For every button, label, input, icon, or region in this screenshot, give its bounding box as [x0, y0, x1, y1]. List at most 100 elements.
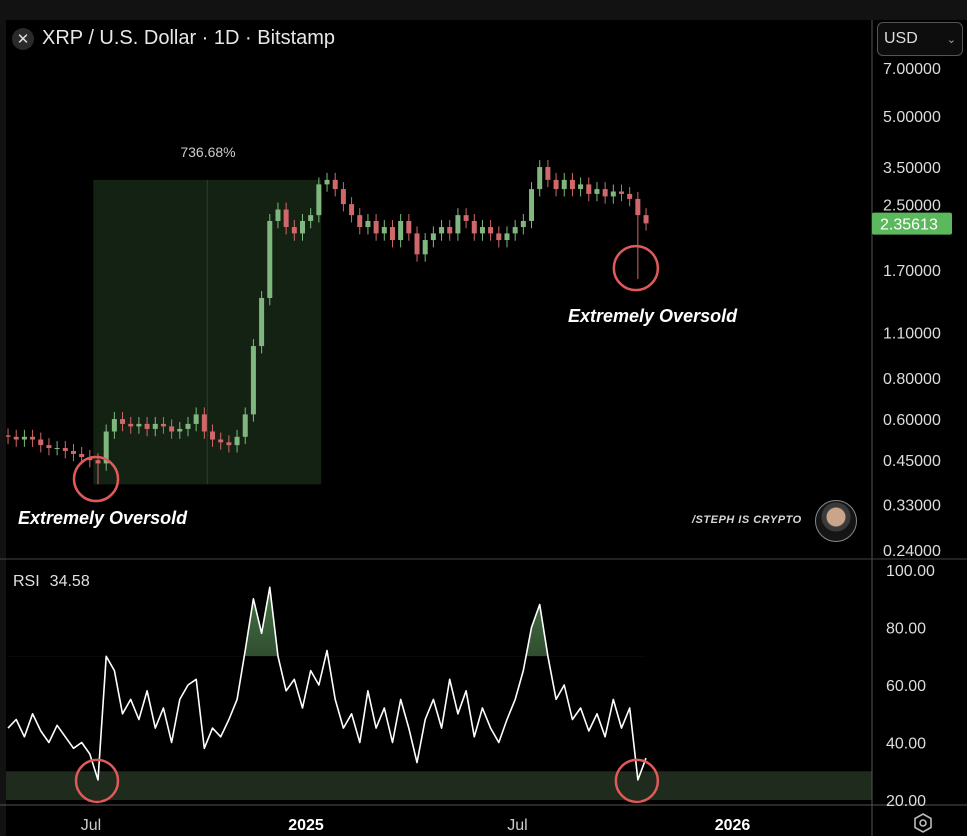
candle-body [169, 426, 175, 432]
candle-body [602, 189, 608, 197]
candle-body [447, 227, 453, 234]
rsi-oversold-circle [614, 758, 660, 804]
price-tick-label: 0.33000 [883, 497, 941, 514]
last-price-value: 2.35613 [880, 217, 938, 234]
candle-body [512, 227, 518, 234]
candle-body [569, 179, 575, 190]
watermark-text: /STEPH IS CRYPTO [692, 514, 802, 526]
oversold-band [6, 771, 872, 800]
candle-body [389, 227, 395, 241]
candle-body [21, 436, 27, 440]
measure-group [93, 179, 322, 485]
time-tick-label: 2025 [288, 817, 324, 834]
chevron-down-icon: ⌄ [946, 33, 956, 46]
price-tick-label: 2.50000 [883, 198, 941, 215]
candle-body [357, 215, 363, 228]
currency-select[interactable]: USD ⌄ [877, 22, 963, 56]
window-top-bar [0, 0, 967, 20]
candle-body [267, 220, 273, 298]
candle-body [618, 191, 624, 194]
candle-body [234, 436, 240, 446]
candle-body [332, 179, 338, 190]
last-price-bg [872, 212, 952, 235]
rsi-name: RSI [13, 573, 40, 590]
rsi-group [6, 586, 872, 800]
candle-body [79, 453, 85, 458]
candle-body [218, 439, 224, 443]
price-tick-label: 0.80000 [883, 371, 941, 388]
time-axis[interactable]: Jul 2025 Jul 2026 [81, 817, 751, 834]
candle-body [103, 431, 109, 464]
candle-body [635, 198, 641, 216]
candle-body [177, 428, 183, 432]
candle-body [643, 215, 649, 224]
time-tick-label: 2026 [715, 817, 751, 834]
price-tick-label: 1.70000 [883, 263, 941, 280]
candle-body [439, 227, 445, 234]
callout-circles [72, 244, 660, 804]
candle-body [250, 346, 256, 415]
candle-body [46, 445, 52, 449]
candle-body [545, 167, 551, 180]
oversold-circle [612, 244, 660, 292]
rsi-oversold-circle [74, 758, 120, 804]
measure-label: 736.68% [180, 144, 235, 160]
candle-body [62, 448, 68, 451]
candle-body [193, 414, 199, 424]
candle-body [160, 423, 166, 427]
symbol-title: XRP / U.S. Dollar · 1D · Bitstamp [42, 27, 336, 49]
candle-body [210, 431, 216, 440]
candle-body [520, 220, 526, 228]
candle-body [627, 193, 633, 199]
oversold-label-right: Extremely Oversold [568, 306, 738, 326]
price-tick-label: 0.45000 [883, 453, 941, 470]
candle-body [201, 414, 207, 432]
candle-body [455, 215, 461, 234]
candle-body [70, 450, 76, 454]
candle-body [504, 233, 510, 241]
rsi-tick-label: 60.00 [886, 678, 926, 695]
candle-body [152, 423, 158, 429]
candle-body [136, 423, 142, 427]
candle-body [283, 209, 289, 228]
rsi-tick-label: 40.00 [886, 736, 926, 753]
candle-body [299, 220, 305, 234]
candle-body [38, 439, 44, 446]
candle-body [349, 204, 355, 216]
candle-body [561, 179, 567, 190]
candle-body [529, 189, 535, 221]
candle-body [242, 414, 248, 437]
rsi-legend: RSI 34.58 [13, 573, 90, 591]
candle-body [471, 220, 477, 234]
candle-body [496, 233, 502, 241]
candle-body [144, 423, 150, 429]
close-icon[interactable]: ✕ [12, 27, 34, 50]
oversold-circle [72, 455, 120, 503]
candle-body [594, 189, 600, 194]
candle-body [381, 227, 387, 234]
rsi-tick-label: 100.00 [886, 563, 935, 580]
price-tick-label: 5.00000 [883, 109, 941, 126]
candles-group [6, 160, 649, 485]
candle-body [30, 436, 36, 440]
candle-body [95, 460, 101, 464]
currency-value: USD [884, 30, 918, 47]
candle-body [430, 233, 436, 241]
candle-body [398, 220, 404, 241]
price-axis[interactable]: 7.00000 5.00000 3.50000 2.50000 1.70000 1.100… [883, 61, 941, 560]
price-tick-label: 1.10000 [883, 325, 941, 342]
rsi-value: 34.58 [49, 573, 90, 590]
candle-body [111, 419, 117, 432]
oversold-label-left: Extremely Oversold [18, 508, 188, 528]
candle-body [275, 209, 281, 221]
rsi-tick-label: 20.00 [886, 793, 926, 810]
last-price-tag: 2.35613 [872, 212, 952, 235]
rsi-axis[interactable]: 100.00 80.00 60.00 40.00 20.00 [886, 563, 935, 810]
time-tick-label: Jul [507, 817, 527, 834]
chart-header: ✕ XRP / U.S. Dollar · 1D · Bitstamp [12, 27, 335, 50]
rsi-line [7, 586, 647, 781]
candle-body [373, 220, 379, 234]
candle-body [578, 184, 584, 190]
hexagon-settings-icon[interactable] [912, 812, 934, 834]
